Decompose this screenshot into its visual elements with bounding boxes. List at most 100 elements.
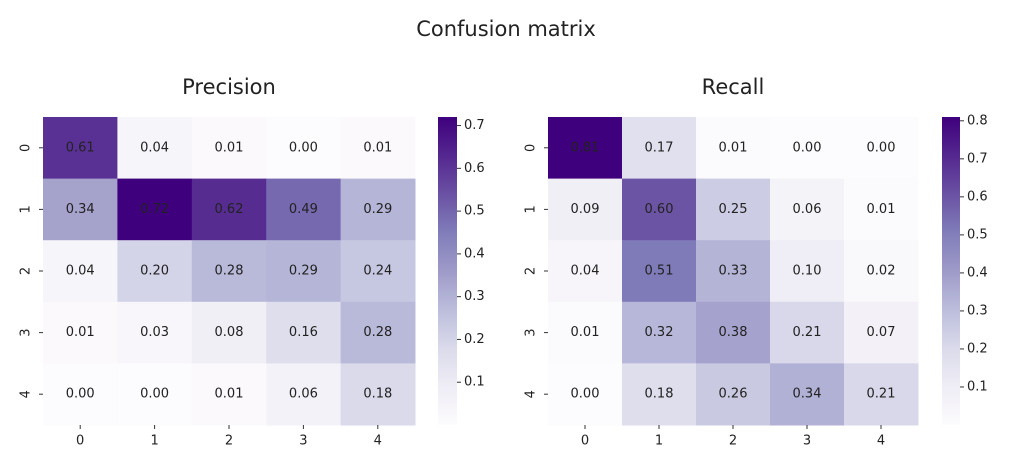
colorbar-tick-label: 0.4 bbox=[464, 246, 485, 261]
heatmap-cell bbox=[340, 178, 416, 241]
colorbar-tick-label: 0.6 bbox=[967, 189, 988, 204]
heatmap-cell bbox=[266, 363, 342, 426]
colorbar-tick-label: 0.4 bbox=[967, 265, 988, 280]
cell-label: 0.08 bbox=[215, 325, 244, 340]
heatmap-cell bbox=[696, 301, 771, 364]
x-tick-label: 4 bbox=[374, 434, 382, 449]
cell-label: 0.04 bbox=[140, 140, 169, 155]
x-tick-label: 2 bbox=[225, 434, 233, 449]
colorbar-tick-label: 0.6 bbox=[464, 161, 485, 176]
cell-label: 0.28 bbox=[215, 264, 244, 279]
cell-label: 0.00 bbox=[289, 140, 318, 155]
heatmap-cell bbox=[340, 117, 416, 180]
heatmap-cell bbox=[266, 117, 342, 180]
y-tick-label: 3 bbox=[19, 328, 34, 336]
cell-label: 0.24 bbox=[363, 264, 392, 279]
cell-label: 0.02 bbox=[867, 264, 896, 279]
cell-label: 0.34 bbox=[66, 202, 95, 217]
heatmap-cell bbox=[548, 117, 623, 180]
y-tick-label: 4 bbox=[19, 390, 34, 398]
cell-label: 0.01 bbox=[66, 325, 95, 340]
x-tick-label: 4 bbox=[877, 434, 885, 449]
colorbar bbox=[438, 117, 457, 425]
x-tick-label: 0 bbox=[76, 434, 84, 449]
cell-label: 0.51 bbox=[645, 264, 674, 279]
y-tick-label: 1 bbox=[524, 205, 539, 213]
cell-label: 0.00 bbox=[66, 387, 95, 402]
y-tick-label: 2 bbox=[524, 267, 539, 275]
colorbar-tick-label: 0.2 bbox=[464, 332, 485, 347]
heatmap-cell bbox=[844, 117, 919, 180]
figure-title: Confusion matrix bbox=[416, 17, 596, 41]
y-tick-label: 4 bbox=[524, 390, 539, 398]
heatmap-cell bbox=[548, 363, 623, 426]
heatmap-cell bbox=[117, 363, 193, 426]
heatmap-cell bbox=[117, 301, 193, 364]
heatmap-cell bbox=[696, 178, 771, 241]
heatmap-cell bbox=[117, 178, 193, 241]
cell-label: 0.01 bbox=[363, 140, 392, 155]
cell-label: 0.00 bbox=[867, 140, 896, 155]
cell-label: 0.62 bbox=[215, 202, 244, 217]
colorbar-tick-label: 0.7 bbox=[967, 151, 988, 166]
heatmap-cell bbox=[622, 301, 697, 364]
cell-label: 0.00 bbox=[140, 387, 169, 402]
heatmap-cell bbox=[117, 117, 193, 180]
cell-label: 0.32 bbox=[645, 325, 674, 340]
cell-label: 0.21 bbox=[867, 387, 896, 402]
heatmap-cell bbox=[622, 363, 697, 426]
cell-label: 0.21 bbox=[793, 325, 822, 340]
cell-label: 0.01 bbox=[867, 202, 896, 217]
cell-label: 0.33 bbox=[719, 264, 748, 279]
colorbar-tick-label: 0.3 bbox=[464, 289, 485, 304]
x-tick-label: 2 bbox=[729, 434, 737, 449]
cell-label: 0.26 bbox=[719, 387, 748, 402]
heatmap-cell bbox=[622, 240, 697, 303]
cell-label: 0.60 bbox=[645, 202, 674, 217]
y-tick-label: 1 bbox=[19, 205, 34, 213]
colorbar-tick-label: 0.3 bbox=[967, 303, 988, 318]
heatmap-cell bbox=[43, 240, 118, 303]
heatmap-cell bbox=[548, 178, 623, 241]
cell-label: 0.29 bbox=[289, 264, 318, 279]
colorbar-tick-label: 0.5 bbox=[967, 227, 988, 242]
heatmap-cell bbox=[340, 240, 416, 303]
cell-label: 0.00 bbox=[793, 140, 822, 155]
cell-label: 0.81 bbox=[571, 140, 600, 155]
heatmap-cell bbox=[844, 240, 919, 303]
colorbar-tick-label: 0.5 bbox=[464, 204, 485, 219]
chart-title: Recall bbox=[702, 75, 765, 99]
cell-label: 0.06 bbox=[289, 387, 318, 402]
heatmap-cell bbox=[770, 240, 845, 303]
cell-label: 0.07 bbox=[867, 325, 896, 340]
y-tick-label: 3 bbox=[524, 328, 539, 336]
colorbar bbox=[942, 117, 960, 425]
x-tick-label: 3 bbox=[803, 434, 811, 449]
heatmap-cell bbox=[844, 301, 919, 364]
cell-label: 0.61 bbox=[66, 140, 95, 155]
heatmap-cell bbox=[43, 363, 118, 426]
heatmap-cell bbox=[548, 301, 623, 364]
x-tick-label: 3 bbox=[299, 434, 307, 449]
heatmap-cell bbox=[191, 117, 267, 180]
heatmap-cell bbox=[191, 301, 267, 364]
heatmap-cell bbox=[43, 178, 118, 241]
x-tick-label: 1 bbox=[150, 434, 158, 449]
cell-label: 0.28 bbox=[363, 325, 392, 340]
heatmap-cell bbox=[340, 363, 416, 426]
cell-label: 0.01 bbox=[571, 325, 600, 340]
heatmap-cell bbox=[191, 240, 267, 303]
colorbar-tick-label: 0.1 bbox=[464, 375, 485, 390]
cell-label: 0.18 bbox=[363, 387, 392, 402]
heatmap-cell bbox=[43, 117, 118, 180]
heatmap-cell bbox=[117, 240, 193, 303]
x-tick-label: 1 bbox=[655, 434, 663, 449]
cell-label: 0.01 bbox=[215, 140, 244, 155]
cell-label: 0.09 bbox=[571, 202, 600, 217]
cell-label: 0.04 bbox=[571, 264, 600, 279]
heatmap-cell bbox=[696, 240, 771, 303]
colorbar-tick-label: 0.2 bbox=[967, 341, 988, 356]
colorbar-tick-label: 0.8 bbox=[967, 113, 988, 128]
cell-label: 0.18 bbox=[645, 387, 674, 402]
